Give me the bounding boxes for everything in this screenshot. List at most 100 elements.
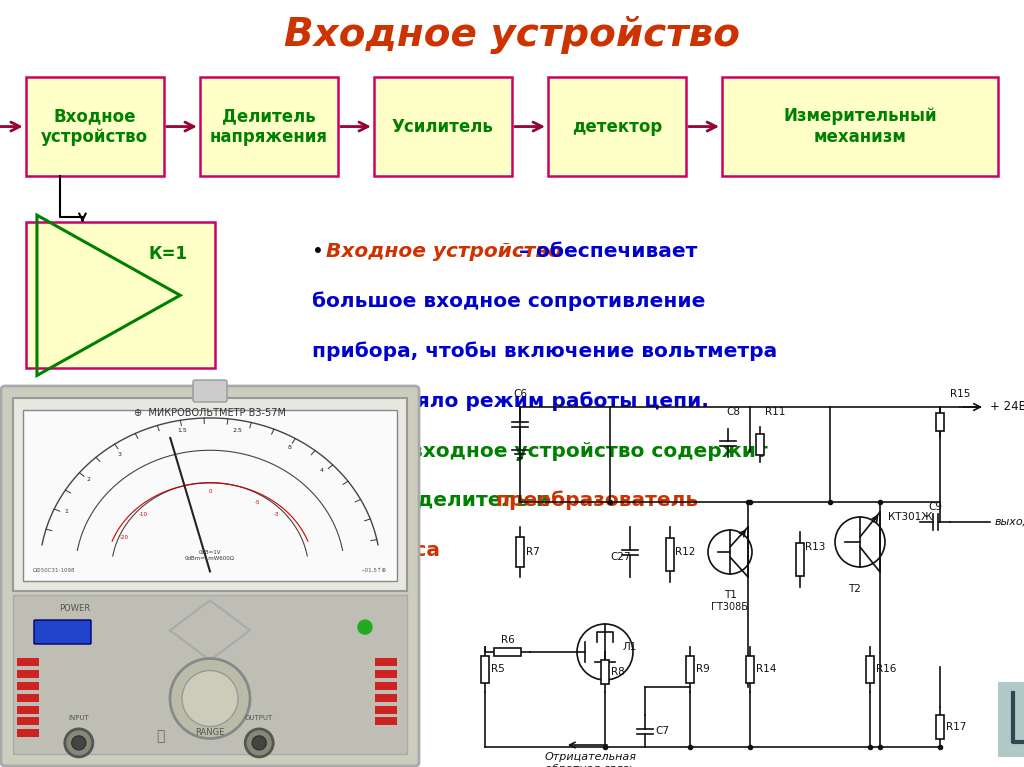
- FancyBboxPatch shape: [998, 682, 1024, 757]
- Text: ~01.5↑⊕: ~01.5↑⊕: [360, 568, 387, 574]
- Text: С27: С27: [610, 552, 631, 562]
- Text: не изменяло режим работы цепи.: не изменяло режим работы цепи.: [312, 391, 710, 411]
- Text: 0dB=1V
0dBm=1mW600Ω: 0dB=1V 0dBm=1mW600Ω: [185, 551, 234, 561]
- FancyBboxPatch shape: [516, 537, 524, 567]
- Text: Ω⊙50С31-1098: Ω⊙50С31-1098: [33, 568, 76, 574]
- Text: R17: R17: [946, 722, 967, 732]
- Text: RANGE: RANGE: [196, 728, 224, 737]
- Text: Делитель
напряжения: Делитель напряжения: [210, 107, 328, 146]
- Text: ⏚: ⏚: [157, 729, 165, 743]
- FancyBboxPatch shape: [193, 380, 227, 402]
- Text: R8: R8: [611, 667, 625, 677]
- FancyBboxPatch shape: [13, 398, 407, 591]
- FancyBboxPatch shape: [17, 706, 39, 713]
- FancyBboxPatch shape: [1, 386, 419, 766]
- Text: входной делитель и: входной делитель и: [312, 491, 558, 510]
- Text: POWER: POWER: [59, 604, 90, 613]
- Circle shape: [65, 729, 93, 757]
- Text: R9: R9: [696, 664, 710, 674]
- FancyBboxPatch shape: [666, 538, 674, 571]
- FancyBboxPatch shape: [17, 693, 39, 702]
- FancyBboxPatch shape: [601, 660, 609, 684]
- FancyBboxPatch shape: [756, 434, 764, 455]
- FancyBboxPatch shape: [936, 715, 944, 739]
- Text: -20: -20: [120, 535, 129, 540]
- Text: 2.5: 2.5: [232, 429, 243, 433]
- Text: С7: С7: [655, 726, 669, 736]
- Text: преобразователь: преобразователь: [496, 491, 698, 511]
- Text: 3: 3: [117, 452, 121, 457]
- Circle shape: [182, 670, 238, 726]
- FancyBboxPatch shape: [17, 729, 39, 737]
- Text: R16: R16: [876, 664, 896, 674]
- Text: Отрицательная
обратная связь: Отрицательная обратная связь: [545, 752, 637, 767]
- Text: -5: -5: [254, 499, 260, 505]
- Text: 0: 0: [208, 489, 212, 494]
- FancyBboxPatch shape: [375, 670, 397, 678]
- FancyBboxPatch shape: [26, 77, 164, 176]
- Text: •: •: [312, 242, 325, 261]
- FancyBboxPatch shape: [796, 543, 804, 576]
- Text: КТ301Ж: КТ301Ж: [888, 512, 933, 522]
- Text: – обеспечивает: – обеспечивает: [512, 242, 697, 261]
- Text: большое входное сопротивление: большое входное сопротивление: [312, 291, 706, 311]
- FancyBboxPatch shape: [936, 413, 944, 431]
- Circle shape: [252, 736, 266, 750]
- FancyBboxPatch shape: [34, 620, 91, 644]
- Circle shape: [72, 736, 86, 750]
- Text: .: .: [409, 541, 416, 560]
- Text: выход: выход: [995, 517, 1024, 527]
- FancyBboxPatch shape: [481, 656, 489, 683]
- FancyBboxPatch shape: [494, 648, 521, 656]
- Text: R12: R12: [675, 547, 695, 557]
- FancyBboxPatch shape: [746, 656, 754, 683]
- Text: Л1: Л1: [623, 642, 637, 652]
- Text: R13: R13: [805, 542, 825, 552]
- FancyBboxPatch shape: [200, 77, 338, 176]
- Text: Т2: Т2: [849, 584, 861, 594]
- Text: К=1: К=1: [148, 245, 187, 264]
- FancyBboxPatch shape: [375, 658, 397, 666]
- Text: импеданса: импеданса: [312, 541, 440, 560]
- Text: OUTPUT: OUTPUT: [245, 715, 273, 721]
- FancyBboxPatch shape: [26, 222, 215, 368]
- Circle shape: [170, 659, 250, 739]
- FancyBboxPatch shape: [17, 658, 39, 666]
- Text: -3: -3: [273, 512, 280, 518]
- Text: Входное устройство: Входное устройство: [327, 242, 562, 261]
- Text: 8: 8: [288, 446, 291, 450]
- FancyBboxPatch shape: [866, 656, 874, 683]
- Text: прибора, чтобы включение вольтметра: прибора, чтобы включение вольтметра: [312, 341, 777, 361]
- Text: Т1: Т1: [724, 590, 736, 600]
- FancyBboxPatch shape: [17, 682, 39, 690]
- Text: 1.5: 1.5: [177, 429, 187, 433]
- Text: Обычно входное устройство содержит: Обычно входное устройство содержит: [312, 441, 768, 461]
- Text: С6: С6: [513, 389, 527, 399]
- Text: Входное
устройство: Входное устройство: [41, 107, 148, 146]
- FancyBboxPatch shape: [375, 682, 397, 690]
- FancyBboxPatch shape: [13, 595, 407, 754]
- Text: R14: R14: [756, 664, 776, 674]
- FancyBboxPatch shape: [548, 77, 686, 176]
- Text: Усилитель: Усилитель: [392, 117, 494, 136]
- FancyBboxPatch shape: [17, 670, 39, 678]
- Text: ⊕  МИКРОВОЛЬТМЕТР В3-57М: ⊕ МИКРОВОЛЬТМЕТР В3-57М: [134, 408, 286, 418]
- FancyBboxPatch shape: [375, 693, 397, 702]
- Circle shape: [245, 729, 273, 757]
- FancyBboxPatch shape: [722, 77, 998, 176]
- FancyBboxPatch shape: [17, 717, 39, 726]
- FancyBboxPatch shape: [374, 77, 512, 176]
- Text: R6: R6: [501, 635, 514, 645]
- Text: Входное устройство: Входное устройство: [284, 15, 740, 54]
- Text: R15: R15: [950, 389, 970, 399]
- Text: 2: 2: [87, 477, 90, 482]
- Text: С8: С8: [726, 407, 740, 417]
- FancyBboxPatch shape: [375, 706, 397, 713]
- Text: R7: R7: [526, 547, 540, 557]
- FancyBboxPatch shape: [686, 656, 694, 683]
- Text: INPUT: INPUT: [69, 715, 89, 721]
- Text: детектор: детектор: [571, 117, 663, 136]
- Text: + 24В: + 24В: [990, 400, 1024, 413]
- Text: -10: -10: [139, 512, 147, 518]
- Text: С9: С9: [928, 502, 942, 512]
